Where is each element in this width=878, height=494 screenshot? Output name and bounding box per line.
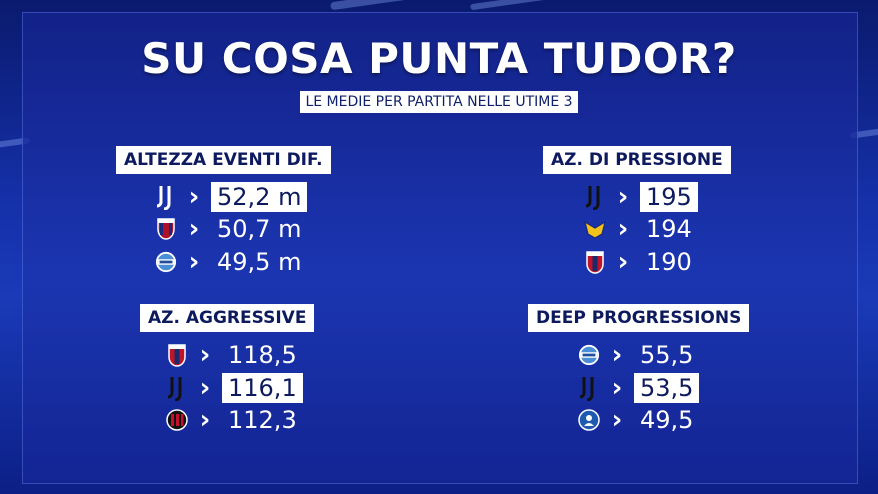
stats-panel [22,12,858,484]
stat-value: 195 [640,182,698,212]
page-subtitle: LE MEDIE PER PARTITA NELLE UTIME 3 [300,91,578,113]
chevron-right-icon: › [611,340,623,370]
juventus-logo-icon [166,375,188,401]
juventus-logo-icon [584,184,606,210]
background-streak [470,0,560,11]
stat-value: 118,5 [228,341,297,369]
verona-logo-icon [584,216,606,242]
stat-value: 49,5 [640,406,694,434]
stat-value: 190 [646,248,692,276]
stat-row: › 50,7 m [155,214,307,244]
section-label-altezza: ALTEZZA EVENTI DIF. [116,146,331,174]
stat-value: 55,5 [640,341,694,369]
stat-row: › 118,5 [166,340,303,370]
stat-row: › 112,3 [166,405,303,435]
como-logo-icon [578,342,600,368]
stat-row: › 53,5 [578,373,700,403]
section-label-pressione: AZ. DI PRESSIONE [543,146,731,174]
stat-row: › 195 [584,182,698,212]
stat-row: › 49,5 m [155,247,307,277]
chevron-right-icon: › [188,247,200,277]
background-streak [330,0,450,11]
stat-row: › 55,5 [578,340,699,370]
stat-row: › 194 [584,214,698,244]
genoa-logo-icon [584,249,606,275]
atalanta-logo-icon [578,407,600,433]
chevron-right-icon: › [611,405,623,435]
chevron-right-icon: › [188,214,200,244]
stat-row: › 116,1 [166,373,303,403]
chevron-right-icon: › [199,373,211,403]
chevron-right-icon: › [617,247,629,277]
stat-value: 50,7 m [217,215,302,243]
chevron-right-icon: › [199,340,211,370]
juventus-logo-icon [578,375,600,401]
stat-row: › 190 [584,247,698,277]
stat-row: › 49,5 [578,405,699,435]
bologna-logo-icon [155,216,177,242]
stat-value: 52,2 m [211,182,308,212]
page-title: SU COSA PUNTA TUDOR? [141,34,737,83]
stat-value: 49,5 m [217,248,302,276]
juventus-logo-icon [155,184,177,210]
section-label-aggressive: AZ. AGGRESSIVE [140,304,315,332]
section-label-deep-progressions: DEEP PROGRESSIONS [528,304,750,332]
genoa-logo-icon [166,342,188,368]
stat-row: › 52,2 m [155,182,308,212]
chevron-right-icon: › [611,373,623,403]
stat-value: 53,5 [634,373,700,403]
milan-logo-icon [166,407,188,433]
stat-value: 194 [646,215,692,243]
chevron-right-icon: › [199,405,211,435]
chevron-right-icon: › [188,182,200,212]
chevron-right-icon: › [617,182,629,212]
chevron-right-icon: › [617,214,629,244]
como-logo-icon [155,249,177,275]
stat-value: 116,1 [222,373,303,403]
stat-value: 112,3 [228,406,297,434]
